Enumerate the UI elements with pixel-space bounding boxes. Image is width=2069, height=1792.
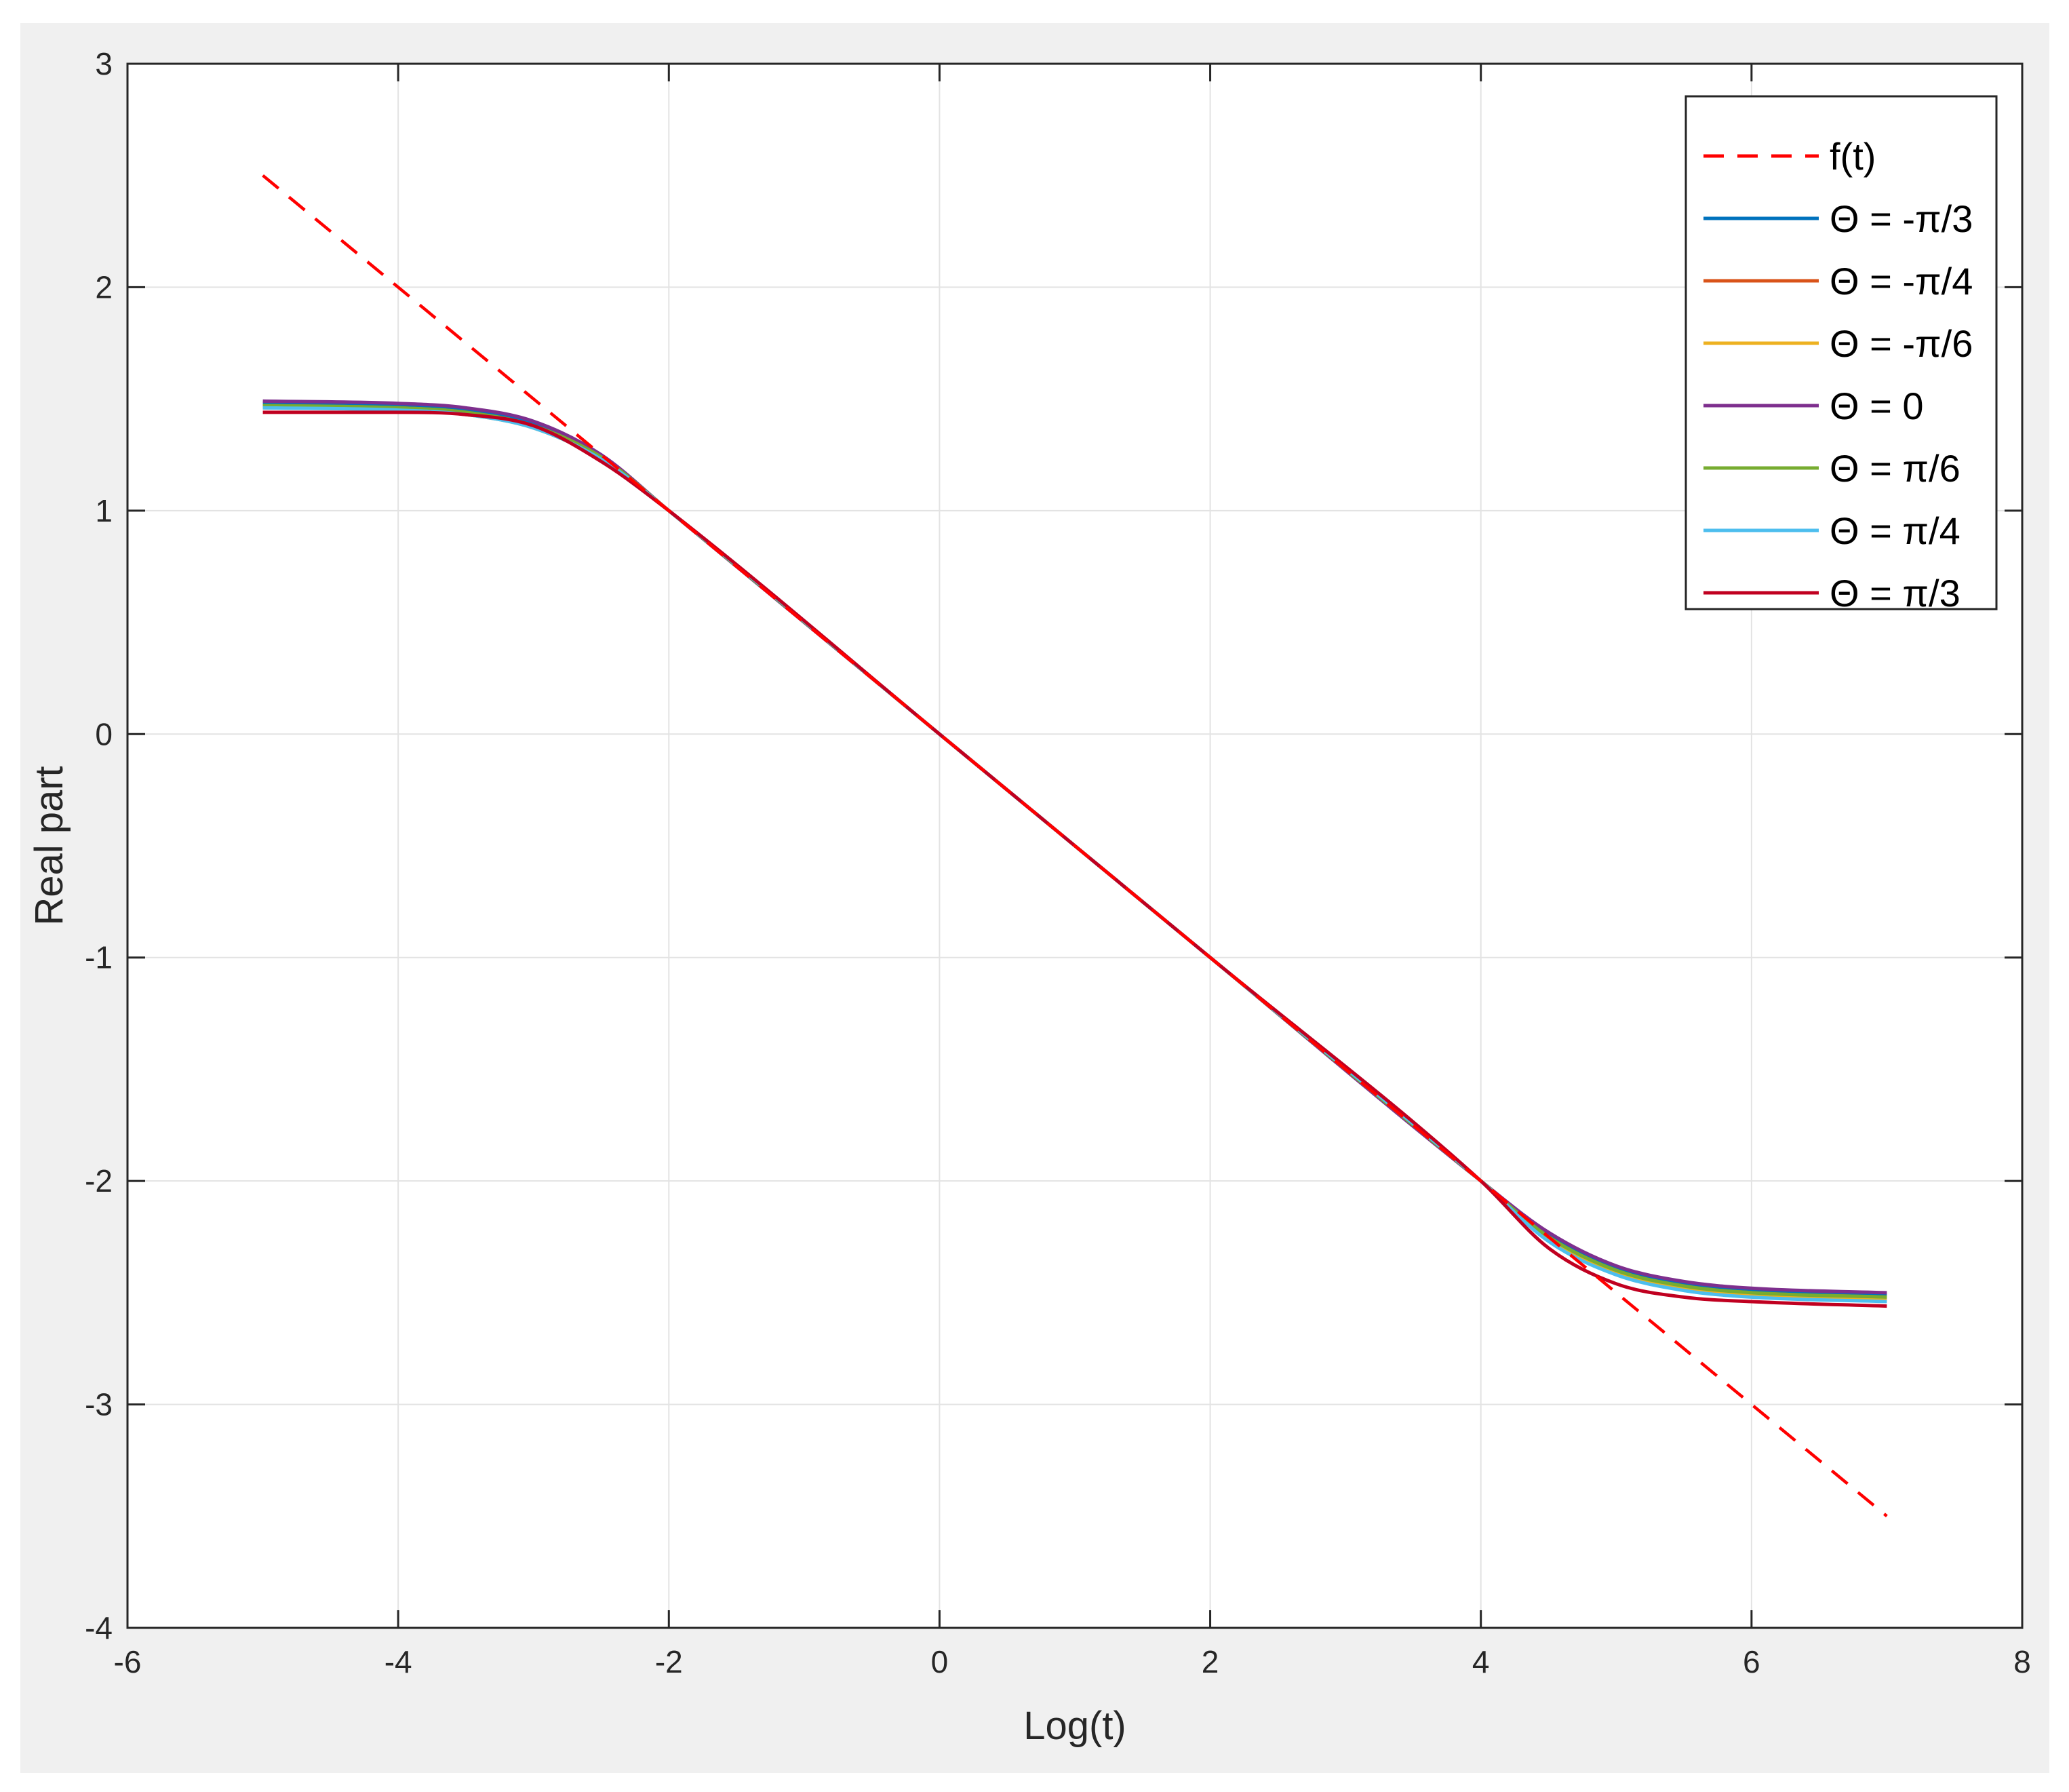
y-tick-label: 1 [95,493,113,528]
figure-background: -6 -4 -2 0 2 4 6 8 -4 -3 -2 -1 0 1 2 3 Log(t) Real par… [20,23,2049,1773]
y-tick-label: -1 [85,940,113,975]
x-tick-label: 8 [2013,1644,2031,1679]
y-tick-label: 2 [95,269,113,305]
legend-label: f(t) [1830,135,1876,178]
series-lines [262,174,1888,1518]
legend-label: Θ = π/3 [1830,572,1960,615]
legend-label: Θ = 0 [1830,385,1924,427]
x-tick-label: 4 [1472,1644,1490,1679]
y-tick-labels: -4 -3 -2 -1 0 1 2 3 [85,46,113,1645]
x-tick-label: 2 [1202,1644,1219,1679]
x-tick-label: 0 [931,1644,949,1679]
x-tick-label: -4 [385,1644,412,1679]
legend-label: Θ = -π/6 [1830,322,1973,365]
legend-label: Θ = π/6 [1830,447,1960,490]
y-tick-label: 0 [95,716,113,752]
y-tick-label: -4 [85,1610,113,1645]
x-tick-labels: -6 -4 -2 0 2 4 6 8 [114,1644,2031,1679]
x-tick-label: 6 [1743,1644,1760,1679]
y-tick-label: 3 [95,46,113,81]
legend-label: Θ = -π/3 [1830,197,1973,240]
legend-box [1684,95,1998,610]
x-tick-label: -2 [655,1644,683,1679]
y-tick-label: -3 [85,1387,113,1422]
plot-frame [126,62,2024,1629]
x-axis-title: Log(t) [1023,1704,1126,1748]
y-axis-title: Real part [27,766,71,925]
legend-label: Θ = -π/4 [1830,260,1973,303]
legend-items: f(t) Θ = -π/3 Θ = -π/4 Θ = -π/6 Θ = 0 Θ = π/6… [1703,135,1973,615]
series-line-0 [262,174,1888,1518]
y-tick-label: -2 [85,1163,113,1199]
x-tick-label: -6 [114,1644,142,1679]
legend-label: Θ = π/4 [1830,509,1960,552]
legend[interactable]: f(t) Θ = -π/3 Θ = -π/4 Θ = -π/6 Θ = 0 Θ = π/6… [1684,95,1998,615]
